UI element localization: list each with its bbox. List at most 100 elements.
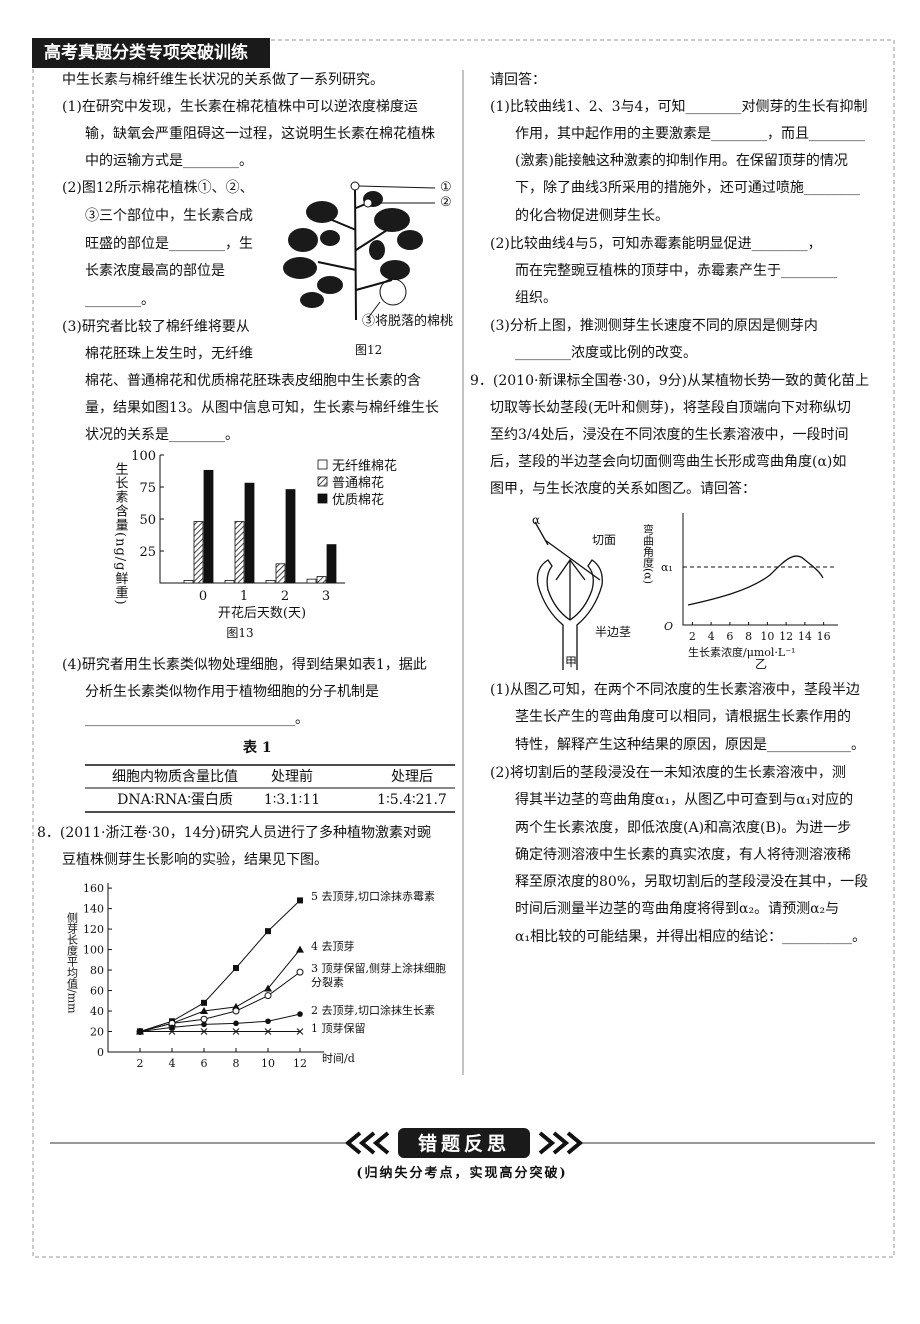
question-line: 两个生长素浓度，即低浓度(A)和高浓度(B)。为进一步	[515, 820, 852, 836]
table-cell: 1∶3.1∶11	[263, 792, 321, 808]
question-line: (1)比较曲线1、2、3与4，可知________对侧芽的生长有抑制	[490, 99, 868, 115]
figure-label: ①	[440, 180, 452, 195]
question-line: ________。	[85, 292, 155, 308]
question-line: 切取等长幼茎段(无叶和侧芽)，将茎段自顶端向下对称纵切	[490, 400, 851, 416]
figure-label: 半边茎	[595, 625, 632, 639]
question-line: 时间后测量半边茎的弯曲角度将得到α₂。请预测α₂与	[515, 901, 840, 917]
question-line: 下，除了曲线3所采用的措施外，还可通过喷施________	[515, 180, 860, 196]
question-line: 作用，其中起作用的主要激素是________，而且________	[515, 126, 865, 142]
question-line: 茎生长产生的弯曲角度可以相同，请根据生长素作用的	[515, 709, 851, 725]
question-line: 量，结果如图13。从图中信息可知，生长素与棉纤维生长	[85, 400, 439, 416]
marker	[201, 999, 207, 1006]
marker	[232, 1028, 240, 1035]
question-line: ________浓度或比例的改变。	[515, 345, 697, 361]
x-axis-label: 生长素浓度/μmol·L⁻¹	[688, 645, 795, 659]
bar	[224, 580, 235, 584]
figure-label: ②	[440, 195, 452, 210]
question-line: 状况的关系是________。	[85, 427, 239, 443]
banner-text: 错题反思	[418, 1132, 510, 1155]
figure-caption: 甲	[565, 655, 578, 669]
marker	[297, 897, 303, 904]
question-line: 旺盛的部位是________，生	[85, 236, 253, 252]
marker	[201, 1021, 207, 1028]
y-tick-label: 80	[90, 964, 104, 977]
figure-caption: 图12	[355, 343, 383, 357]
marker	[168, 1028, 176, 1035]
legend-label: 无纤维棉花	[332, 458, 397, 474]
question-line: 中的运输方式是________。	[85, 153, 253, 169]
legend-swatch	[317, 459, 328, 470]
question-line: (激素)能接触这种激素的抑制作用。在保留顶芽的情况	[515, 153, 848, 169]
y-axis-label: 生长素含量(ng/g鲜重)	[113, 462, 129, 606]
x-axis-label: 时间/d	[322, 1052, 355, 1065]
page-border	[32, 39, 895, 1258]
x-tick-label: 10	[261, 1057, 275, 1070]
series-line	[139, 971, 301, 1032]
question-line: (4)研究者用生长素类似物处理细胞，得到结果如表1，据此	[62, 657, 427, 673]
marker	[264, 992, 272, 1000]
x-tick-label: 8	[233, 1057, 240, 1070]
bar	[306, 578, 317, 584]
x-tick-label: 2	[281, 589, 289, 604]
y-tick-label: 40	[90, 1005, 104, 1018]
marker	[200, 1015, 208, 1023]
marker	[297, 1011, 303, 1017]
question-line: (1)从图乙可知，在两个不同浓度的生长素溶液中，茎段半边	[490, 682, 860, 698]
y-tick-label: 100	[83, 944, 104, 957]
bar	[326, 544, 337, 584]
x-tick-label: 2	[137, 1057, 144, 1070]
figure-label: ③将脱落的棉桃	[362, 314, 454, 329]
bar	[316, 576, 327, 584]
table-cell: DNA∶RNA∶蛋白质	[117, 792, 233, 808]
legend-label: 2 去顶芽,切口涂抹生长素	[311, 1004, 435, 1018]
legend-label: 普通棉花	[332, 475, 384, 491]
question-line: 而在完整豌豆植株的顶芽中，赤霉素产生于________	[515, 263, 837, 279]
figure-label: α	[532, 513, 541, 527]
x-tick-label: 4	[708, 630, 715, 643]
table-header: 处理后	[391, 769, 433, 785]
legend-label: 4 去顶芽	[311, 939, 355, 953]
paragraph-line: 请回答：	[490, 72, 546, 88]
x-tick-label: 1	[240, 589, 248, 604]
x-tick-label: 3	[322, 589, 330, 604]
bar	[193, 521, 204, 584]
question-line: 特性，解释产生这种结果的原因，原因是____________。	[515, 737, 865, 753]
bar	[285, 489, 296, 584]
question-line: 组织。	[515, 290, 557, 306]
question-line: 8．(2011·浙江卷·30，14分)研究人员进行了多种植物激素对豌	[37, 825, 431, 841]
x-tick-label: 0	[199, 589, 207, 604]
question-line: 的化合物促进侧芽生长。	[515, 208, 669, 224]
question-line: α₁相比较的可能结果，并得出相应的结论：__________。	[515, 929, 867, 945]
x-tick-label: 2	[689, 630, 696, 643]
y-axis-label: 侧芽长度平均值/mm	[66, 912, 79, 1014]
banner-subtitle: (归纳失分考点，实现高分突破)	[356, 1166, 568, 1181]
x-tick-label: 14	[798, 630, 812, 643]
question-line: 得其半边茎的弯曲角度α₁，从图乙中可查到与α₁对应的	[515, 792, 854, 808]
x-tick-label: 16	[817, 630, 831, 643]
question-line: 分析生长素类似物作用于植物细胞的分子机制是	[85, 684, 379, 700]
marker	[264, 1028, 272, 1035]
y-tick-label: 0	[97, 1046, 104, 1059]
y-tick-label: 75	[139, 481, 156, 496]
paragraph-line: 中生长素与棉纤维生长状况的关系做了一系列研究。	[62, 72, 384, 88]
question-line: 图甲，与生长浓度的关系如图乙。请回答：	[490, 481, 756, 497]
marker	[136, 1028, 144, 1035]
y-tick-label: 120	[83, 923, 104, 936]
question-line: 豆植株侧芽生长影响的实验，结果见下图。	[62, 852, 328, 868]
question-line: 9．(2010·新课标全国卷·30，9分)从某植物长势一致的黄化苗上	[470, 373, 870, 389]
x-tick-label: 12	[293, 1057, 307, 1070]
bar	[234, 521, 245, 584]
marker	[200, 1028, 208, 1035]
y-tick-label: 60	[90, 985, 104, 998]
marker	[200, 1007, 208, 1015]
stem-diagram	[534, 521, 603, 670]
origin-label: O	[664, 620, 673, 633]
question-line: 确定待测溶液中生长素的真实浓度，有人将待测溶液稀	[515, 847, 851, 863]
question-line: 输，缺氧会严重阻碍这一过程，这说明生长素在棉花植株	[85, 126, 435, 142]
x-tick-label: 6	[726, 630, 733, 643]
y-tick-label: 20	[90, 1026, 104, 1039]
x-tick-label: 10	[760, 630, 774, 643]
bar	[203, 469, 214, 584]
marker	[233, 1020, 239, 1027]
